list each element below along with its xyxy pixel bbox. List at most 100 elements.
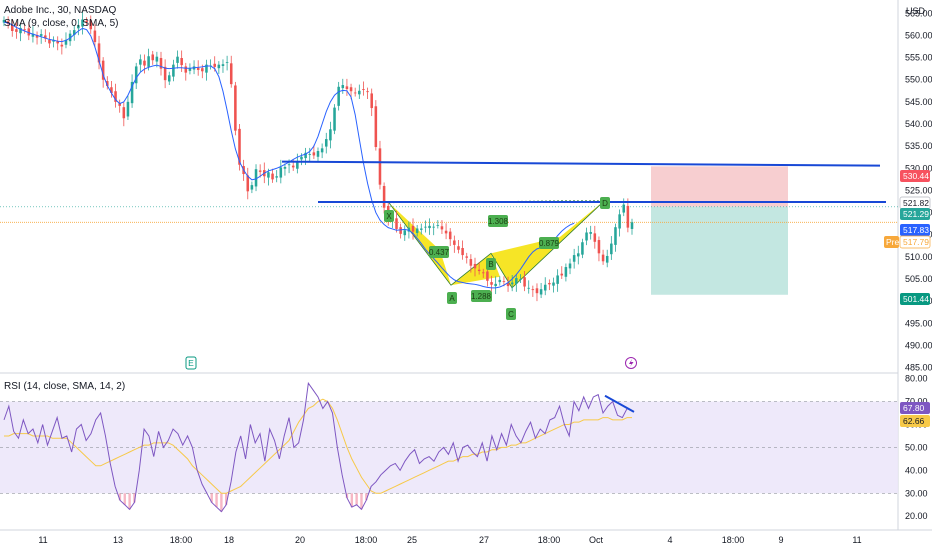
sma-line[interactable] xyxy=(3,21,575,289)
candle-body xyxy=(465,256,469,258)
candle-body xyxy=(358,90,361,95)
candle-body xyxy=(502,281,506,283)
candle-body xyxy=(300,156,303,160)
rsi-legend[interactable]: RSI (14, close, SMA, 14, 2) xyxy=(4,381,126,392)
candle-body xyxy=(341,85,345,89)
rsi-axis-badge-label: 62.66 xyxy=(903,416,925,426)
candle-body xyxy=(19,27,22,34)
candle-body xyxy=(143,60,146,66)
candle-body xyxy=(490,282,493,285)
candle-body xyxy=(159,58,163,69)
time-tick-label: 18:00 xyxy=(722,535,745,545)
time-tick-label: Oct xyxy=(589,535,604,545)
candle-body xyxy=(126,101,130,117)
candle-body xyxy=(515,278,518,284)
pattern-point-badge[interactable] xyxy=(384,210,394,222)
candle-body xyxy=(333,107,336,131)
candle-body xyxy=(167,75,171,82)
pattern-point-badge[interactable] xyxy=(486,258,496,270)
rsi-oversold-fill xyxy=(215,493,218,508)
price-tick-label: 555.00 xyxy=(905,53,932,63)
rsi-ma-line[interactable] xyxy=(4,398,632,494)
pre-market-badge xyxy=(884,236,899,248)
pattern-point-badge[interactable] xyxy=(600,197,610,209)
candle-body xyxy=(337,86,340,106)
candle-body xyxy=(27,28,31,36)
candle-body xyxy=(378,148,382,185)
candle-body xyxy=(618,214,621,229)
candle-body xyxy=(283,166,287,169)
rsi-tick-label: 50.00 xyxy=(905,442,928,452)
candle-body xyxy=(597,240,601,254)
candle-body xyxy=(267,172,270,178)
rsi-divergence-line[interactable] xyxy=(604,394,635,413)
candle-body xyxy=(477,269,481,272)
symbol-legend[interactable]: Adobe Inc., 30, NASDAQ xyxy=(4,5,117,16)
rsi-line[interactable] xyxy=(3,381,633,513)
rsi-oversold-fill xyxy=(210,493,213,503)
earnings-marker[interactable]: E xyxy=(185,356,197,370)
earnings-icon[interactable] xyxy=(185,356,197,370)
pattern-ratio-badge[interactable] xyxy=(471,290,491,302)
upper-trendline[interactable] xyxy=(281,160,881,167)
sma-legend[interactable]: SMA (9, close, 0, SMA, 5) xyxy=(4,18,119,29)
candle-body xyxy=(535,288,539,294)
dividend-marker[interactable] xyxy=(625,357,637,369)
time-tick-label: 25 xyxy=(407,535,417,545)
price-tick-label: 530.00 xyxy=(905,163,932,173)
candle-body xyxy=(35,34,39,38)
candle-body xyxy=(81,19,84,27)
candle-body xyxy=(593,233,597,242)
candle-body xyxy=(15,29,18,32)
candle-body xyxy=(614,227,617,245)
take-profit-zone[interactable] xyxy=(651,206,788,295)
candle-body xyxy=(362,89,365,90)
candle-body xyxy=(626,205,630,228)
candle-body xyxy=(250,185,254,190)
pattern-ratio-badge[interactable] xyxy=(539,237,559,249)
candle-body xyxy=(577,253,580,257)
candle-body xyxy=(225,62,229,63)
pattern-point-label: B xyxy=(488,260,493,269)
rsi-band-fill xyxy=(0,401,898,494)
candle-body xyxy=(415,228,419,233)
rsi-oversold-fill xyxy=(128,493,131,510)
candle-body xyxy=(151,54,155,61)
time-tick-label: 9 xyxy=(778,535,783,545)
rsi-oversold-fill xyxy=(133,493,136,503)
candle-body xyxy=(457,246,460,250)
pattern-ratio-label: 0.437 xyxy=(429,248,450,257)
candle-body xyxy=(374,106,378,148)
candle-body xyxy=(93,30,97,43)
rsi-tick-label: 70.00 xyxy=(905,397,928,407)
price-tick-label: 560.00 xyxy=(905,30,932,40)
chart-annotations: X A B C D 0.437 1.308 0.879 1.288 xyxy=(281,160,886,320)
candle-body xyxy=(101,60,105,80)
candle-body xyxy=(184,66,188,73)
candle-body xyxy=(180,58,183,66)
flash-icon-glyph xyxy=(629,359,634,367)
candle-body xyxy=(10,25,14,31)
candle-body xyxy=(258,170,262,172)
candle-body xyxy=(201,68,204,72)
pattern-point-badge[interactable] xyxy=(447,292,457,304)
stop-loss-zone[interactable] xyxy=(651,166,788,207)
candle-body xyxy=(552,282,555,286)
pattern-ratio-badge[interactable] xyxy=(429,246,449,258)
pattern-ratio-badge[interactable] xyxy=(488,215,508,227)
candle-body xyxy=(106,81,109,86)
rsi-oversold-fill xyxy=(350,493,354,508)
candle-body xyxy=(589,232,592,234)
pattern-point-label: X xyxy=(386,212,392,221)
candle-body xyxy=(110,87,113,93)
rsi-tick-label: 40.00 xyxy=(905,465,928,475)
price-tick-label: 565.00 xyxy=(905,8,932,18)
rsi-tick-label: 80.00 xyxy=(905,374,928,384)
price-axis-badge xyxy=(900,208,930,220)
event-markers: E xyxy=(185,356,637,370)
price-axis-badge-label: 517.83 xyxy=(903,225,929,235)
pattern-ratio-label: 0.879 xyxy=(539,239,560,248)
pattern-point-label: D xyxy=(602,199,608,208)
pattern-point-badge[interactable] xyxy=(506,308,516,320)
